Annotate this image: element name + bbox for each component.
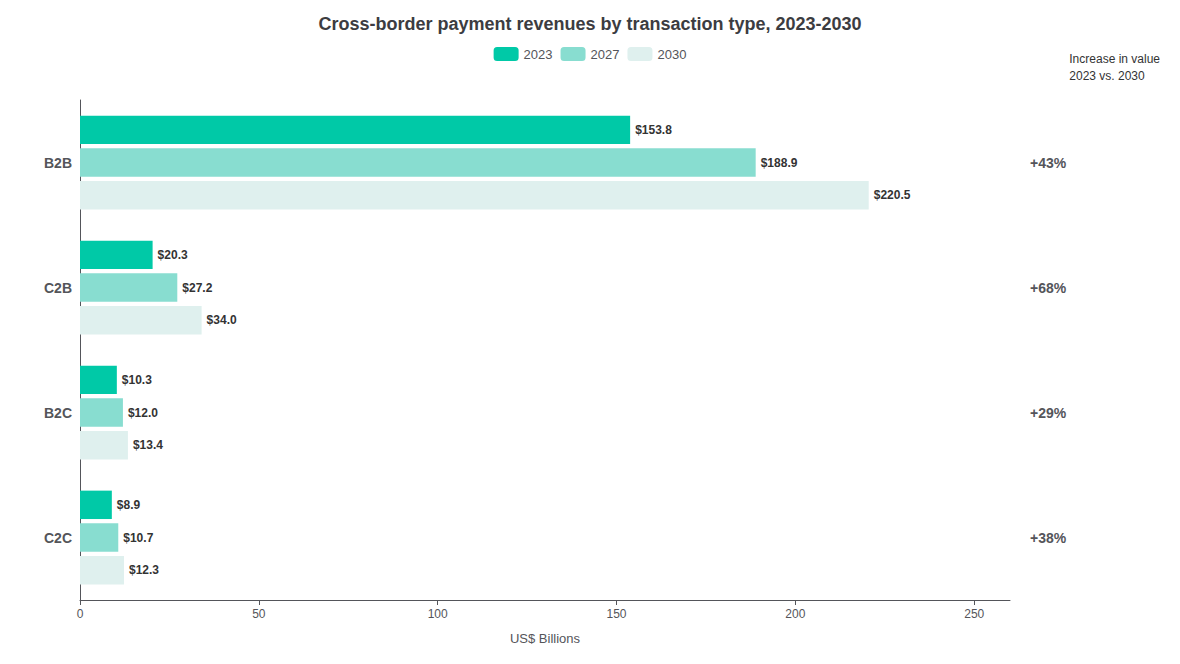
- svg-text:$20.3: $20.3: [158, 248, 188, 262]
- svg-text:2023 vs. 2030: 2023 vs. 2030: [1069, 69, 1145, 83]
- svg-text:50: 50: [252, 607, 266, 621]
- svg-text:$10.3: $10.3: [122, 373, 152, 387]
- svg-text:100: 100: [428, 607, 448, 621]
- svg-text:250: 250: [964, 607, 984, 621]
- svg-text:$12.0: $12.0: [128, 406, 158, 420]
- svg-text:2030: 2030: [657, 47, 686, 62]
- svg-text:C2C: C2C: [44, 530, 72, 546]
- svg-text:$13.4: $13.4: [133, 438, 163, 452]
- svg-text:B2B: B2B: [44, 155, 72, 171]
- svg-text:$220.5: $220.5: [874, 188, 911, 202]
- svg-text:$12.3: $12.3: [129, 563, 159, 577]
- svg-text:C2B: C2B: [44, 280, 72, 296]
- svg-text:B2C: B2C: [44, 405, 72, 421]
- svg-text:$153.8: $153.8: [635, 123, 672, 137]
- svg-text:US$ Billions: US$ Billions: [510, 631, 581, 646]
- svg-text:2023: 2023: [524, 47, 553, 62]
- svg-text:+29%: +29%: [1030, 405, 1067, 421]
- svg-text:0: 0: [77, 607, 84, 621]
- svg-text:$8.9: $8.9: [117, 498, 141, 512]
- svg-text:+68%: +68%: [1030, 280, 1067, 296]
- svg-text:$34.0: $34.0: [207, 313, 237, 327]
- svg-text:$188.9: $188.9: [761, 156, 798, 170]
- svg-text:+38%: +38%: [1030, 530, 1067, 546]
- svg-text:Increase in value: Increase in value: [1069, 52, 1160, 66]
- svg-text:Cross-border payment revenues: Cross-border payment revenues by transac…: [318, 14, 861, 34]
- svg-text:+43%: +43%: [1030, 155, 1067, 171]
- svg-text:2027: 2027: [591, 47, 620, 62]
- svg-text:150: 150: [607, 607, 627, 621]
- svg-text:$27.2: $27.2: [182, 281, 212, 295]
- svg-text:$10.7: $10.7: [123, 531, 153, 545]
- svg-text:200: 200: [785, 607, 805, 621]
